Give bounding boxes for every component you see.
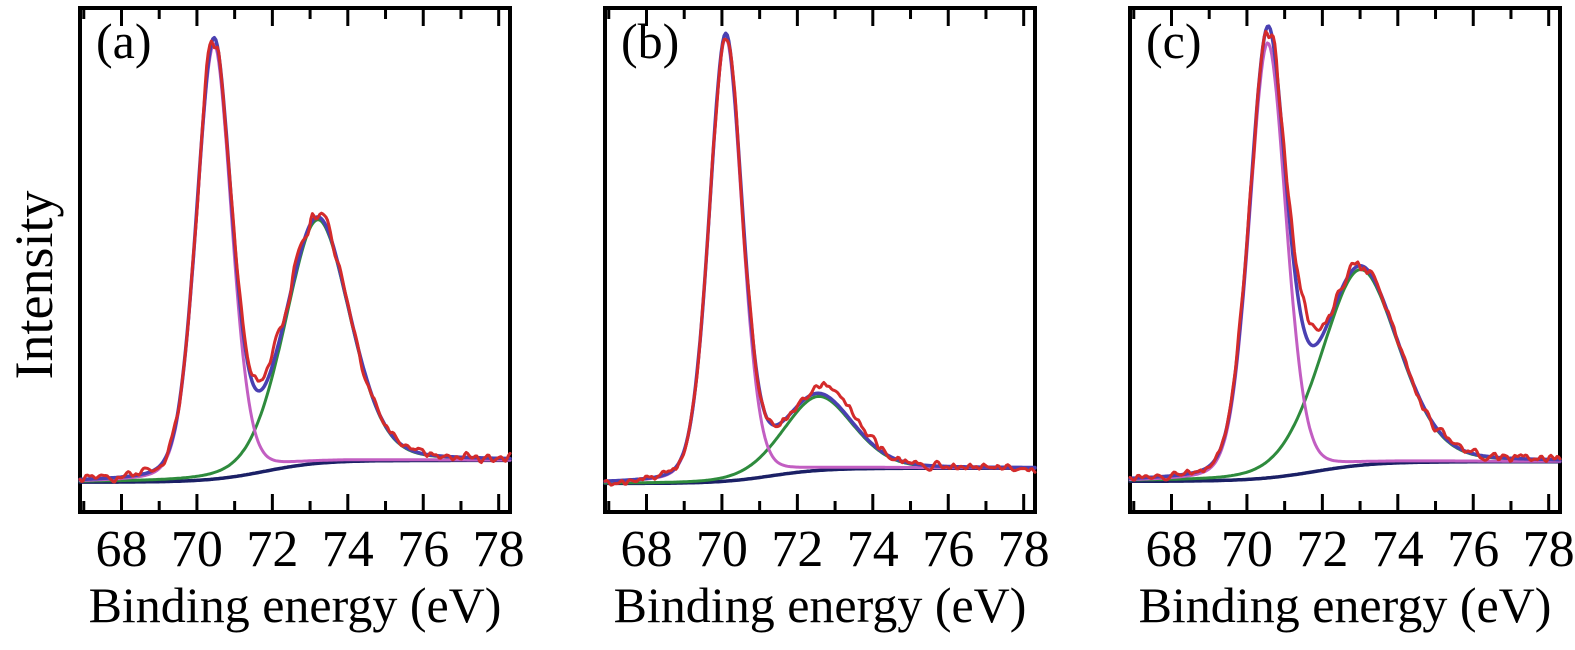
xps-plot-b: 68 70 72 74 76 78	[603, 6, 1050, 578]
x-tick-label: 72	[246, 521, 298, 578]
panel-b: 68 70 72 74 76 78 (b) Binding energy (eV)	[525, 0, 1050, 650]
y-axis-title: Intensity	[4, 190, 64, 380]
x-tick-label: 70	[1221, 521, 1273, 578]
x-tick-label: 78	[1523, 521, 1575, 578]
series-fit-envelope	[603, 31, 1037, 483]
series-low-be-component	[603, 36, 1037, 484]
series-experimental	[78, 39, 512, 484]
plot-border	[78, 6, 512, 514]
x-tick-label: 74	[1372, 521, 1424, 578]
series-low-be-component	[1128, 41, 1562, 481]
x-tick-label: 68	[95, 521, 147, 578]
x-tick-label: 70	[696, 521, 748, 578]
x-tick-label: 68	[620, 521, 672, 578]
x-tick-label: 68	[1145, 521, 1197, 578]
x-axis-title-b: Binding energy (eV)	[613, 577, 1027, 633]
series-low-be-component	[78, 42, 512, 482]
x-tick-label: 74	[847, 521, 899, 578]
x-tick-label: 72	[1296, 521, 1348, 578]
x-tick-label: 78	[998, 521, 1050, 578]
x-tick-label: 78	[473, 521, 525, 578]
series-experimental	[603, 37, 1037, 487]
x-tick-label: 72	[771, 521, 823, 578]
series-fit-envelope	[1128, 24, 1562, 481]
x-tick-label: 76	[922, 521, 974, 578]
plot-border	[603, 6, 1037, 514]
panel-label-a: (a)	[96, 13, 152, 69]
series-experimental	[1128, 29, 1562, 482]
xps-plot-c: 68 70 72 74 76 78	[1128, 6, 1575, 578]
x-axis-title-a: Binding energy (eV)	[88, 577, 502, 633]
panel-a: 68 70 72 74 76 78 Intensity (a) Binding energ…	[0, 0, 525, 650]
panel-c: 68 70 72 74 76 78 (c) Binding energy (eV)	[1050, 0, 1575, 650]
x-axis-title-c: Binding energy (eV)	[1138, 577, 1552, 633]
x-tick-label: 76	[1447, 521, 1499, 578]
x-tick-label: 74	[322, 521, 374, 578]
series-high-be-component	[1128, 268, 1562, 482]
xps-plot-a: 68 70 72 74 76 78	[78, 6, 525, 578]
panel-label-b: (b)	[621, 13, 680, 69]
plot-border	[1128, 6, 1562, 514]
x-tick-label: 76	[397, 521, 449, 578]
panel-label-c: (c)	[1146, 13, 1202, 69]
x-tick-label: 70	[171, 521, 223, 578]
